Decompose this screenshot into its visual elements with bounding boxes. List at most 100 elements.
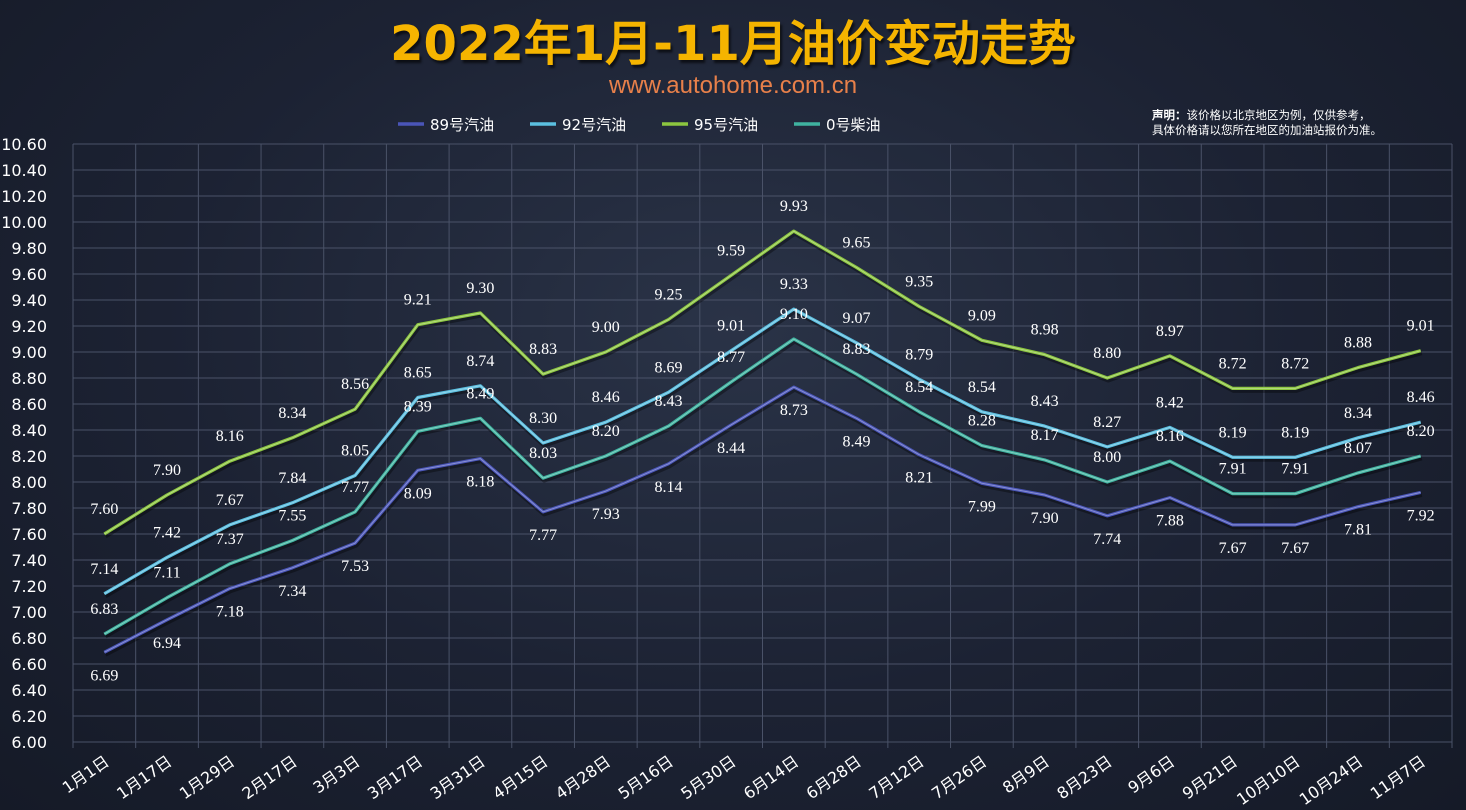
legend-label: 95号汽油 bbox=[694, 116, 758, 134]
data-label: 7.91 bbox=[1219, 461, 1247, 478]
notice-text-2: 具体价格请以您所在地区的加油站报价为准。 bbox=[1152, 123, 1382, 137]
y-tick-label: 6.60 bbox=[11, 655, 47, 674]
data-label: 7.91 bbox=[1281, 461, 1309, 478]
y-axis-ticks: 6.00 6.20 6.40 6.60 6.80 7.00 7.20 7.40 7.60 7.80… bbox=[1, 135, 47, 752]
x-tick-label: 10月24日 bbox=[1296, 752, 1366, 809]
data-label: 8.17 bbox=[1031, 427, 1059, 444]
x-tick-label: 3月31日 bbox=[427, 752, 489, 803]
data-label: 8.77 bbox=[717, 349, 745, 366]
y-tick-label: 7.20 bbox=[11, 577, 47, 596]
data-label: 9.09 bbox=[968, 307, 996, 324]
data-label: 8.80 bbox=[1093, 345, 1121, 362]
chart-title: 2022年1月-11月油价变动走势 bbox=[390, 16, 1076, 72]
x-tick-label: 4月28日 bbox=[552, 752, 614, 803]
chart-subtitle: www.autohome.com.cn bbox=[608, 72, 858, 99]
data-label: 8.05 bbox=[341, 443, 369, 460]
data-label: 8.00 bbox=[1093, 449, 1121, 466]
grid-lines bbox=[72, 143, 1453, 748]
data-label: 8.09 bbox=[404, 485, 432, 502]
data-label: 7.77 bbox=[341, 479, 369, 496]
data-label: 8.21 bbox=[905, 470, 933, 487]
data-label: 9.25 bbox=[654, 287, 682, 304]
data-label: 8.43 bbox=[654, 393, 682, 410]
data-label: 8.54 bbox=[968, 379, 996, 396]
data-label: 7.18 bbox=[216, 604, 244, 621]
data-label: 9.00 bbox=[592, 319, 620, 336]
series-highlight bbox=[104, 308, 1421, 595]
data-label: 8.07 bbox=[1344, 440, 1372, 457]
data-label: 8.46 bbox=[1407, 389, 1435, 406]
data-label: 8.72 bbox=[1219, 355, 1247, 372]
x-tick-label: 6月28日 bbox=[803, 752, 865, 803]
x-tick-label: 7月26日 bbox=[928, 752, 990, 803]
y-tick-label: 10.60 bbox=[1, 135, 47, 154]
series-lines bbox=[103, 229, 1423, 657]
series-highlight bbox=[104, 338, 1421, 635]
y-tick-label: 6.00 bbox=[11, 733, 47, 752]
x-tick-label: 11月7日 bbox=[1367, 752, 1429, 803]
y-tick-label: 9.00 bbox=[11, 343, 47, 362]
data-label: 9.07 bbox=[843, 310, 871, 327]
legend-label: 92号汽油 bbox=[562, 116, 626, 134]
data-label: 7.37 bbox=[216, 531, 244, 548]
data-label: 8.28 bbox=[968, 413, 996, 430]
data-label: 6.83 bbox=[90, 601, 118, 618]
y-tick-label: 8.40 bbox=[11, 421, 47, 440]
data-label: 9.93 bbox=[780, 198, 808, 215]
data-label: 8.49 bbox=[466, 385, 494, 402]
y-tick-label: 10.40 bbox=[1, 161, 47, 180]
data-label: 8.34 bbox=[278, 405, 306, 422]
data-label: 8.14 bbox=[654, 479, 682, 496]
data-label: 9.30 bbox=[466, 280, 494, 297]
legend-label: 89号汽油 bbox=[430, 116, 494, 134]
y-tick-label: 8.00 bbox=[11, 473, 47, 492]
data-label: 8.20 bbox=[1407, 423, 1435, 440]
x-tick-label: 7月12日 bbox=[865, 752, 927, 803]
data-label: 9.33 bbox=[780, 276, 808, 293]
data-label: 7.84 bbox=[278, 470, 306, 487]
y-tick-label: 10.00 bbox=[1, 213, 47, 232]
data-label: 7.11 bbox=[153, 565, 180, 582]
legend-label: 0号柴油 bbox=[826, 116, 881, 134]
disclaimer-notice: 声明：该价格以北京地区为例，仅供参考， 具体价格请以您所在地区的加油站报价为准。 bbox=[1152, 108, 1452, 138]
data-label: 8.98 bbox=[1031, 322, 1059, 339]
y-tick-label: 6.20 bbox=[11, 707, 47, 726]
series-line bbox=[103, 385, 1422, 654]
data-label: 7.67 bbox=[216, 492, 244, 509]
data-label: 8.34 bbox=[1344, 405, 1372, 422]
data-label: 8.49 bbox=[843, 433, 871, 450]
y-tick-label: 7.40 bbox=[11, 551, 47, 570]
data-label: 7.88 bbox=[1156, 513, 1184, 530]
data-label: 8.73 bbox=[780, 402, 808, 419]
x-tick-label: 1月17日 bbox=[113, 752, 175, 803]
data-label: 8.16 bbox=[216, 428, 244, 445]
data-label: 7.90 bbox=[1031, 510, 1059, 527]
data-label: 8.19 bbox=[1281, 424, 1309, 441]
data-label: 8.56 bbox=[341, 376, 369, 393]
data-label: 8.27 bbox=[1093, 414, 1121, 431]
notice-text: 该价格以北京地区为例，仅供参考， bbox=[1186, 108, 1371, 122]
data-label: 8.19 bbox=[1219, 424, 1247, 441]
x-tick-label: 5月16日 bbox=[615, 752, 677, 803]
x-tick-label: 9月21日 bbox=[1179, 752, 1241, 803]
data-label: 8.83 bbox=[843, 341, 871, 358]
y-tick-label: 7.80 bbox=[11, 499, 47, 518]
x-tick-label: 8月9日 bbox=[999, 752, 1053, 798]
x-tick-label: 1月29日 bbox=[176, 752, 238, 803]
y-tick-label: 7.00 bbox=[11, 603, 47, 622]
data-label: 7.77 bbox=[529, 527, 557, 544]
series-line bbox=[103, 229, 1422, 536]
data-label: 7.42 bbox=[153, 524, 181, 541]
x-tick-label: 10月10日 bbox=[1233, 752, 1303, 809]
series-highlight bbox=[104, 386, 1421, 653]
legend: 89号汽油 92号汽油 95号汽油 0号柴油 bbox=[398, 116, 881, 134]
data-label: 8.69 bbox=[654, 359, 682, 376]
data-label: 8.16 bbox=[1156, 428, 1184, 445]
series-line bbox=[103, 337, 1422, 636]
y-tick-label: 9.20 bbox=[11, 317, 47, 336]
y-tick-label: 10.20 bbox=[1, 187, 47, 206]
data-label: 8.74 bbox=[466, 353, 494, 370]
data-label: 8.65 bbox=[404, 365, 432, 382]
data-label: 8.88 bbox=[1344, 335, 1372, 352]
